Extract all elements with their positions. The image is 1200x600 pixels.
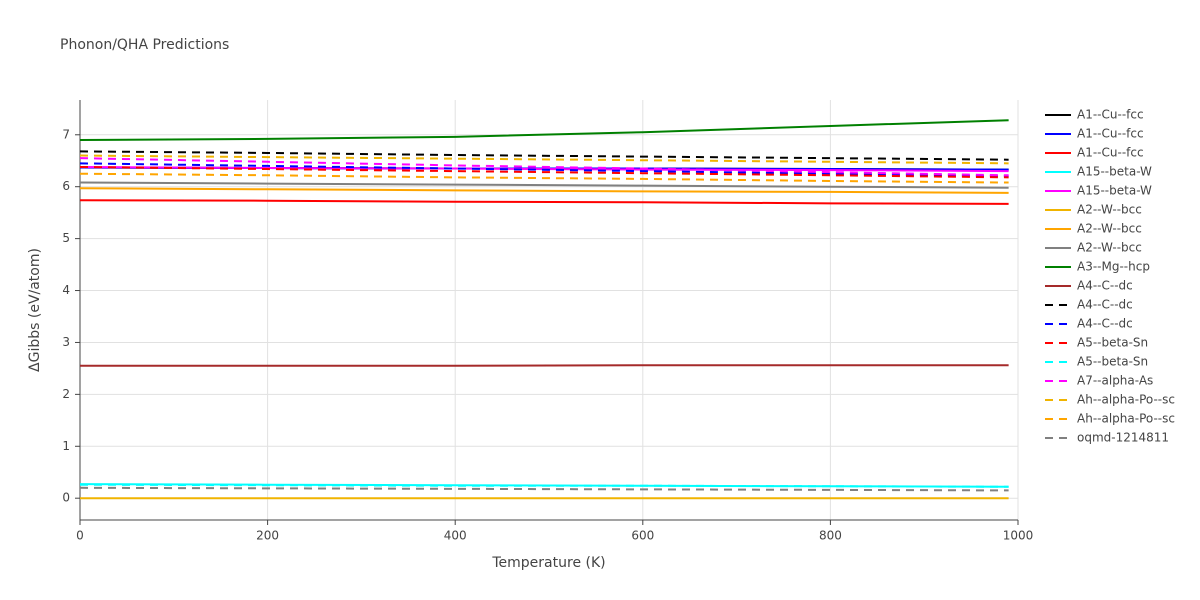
x-tick-label: 400 — [444, 529, 467, 543]
series-line — [79, 119, 1009, 141]
legend-label: A2--W--bcc — [1077, 241, 1142, 255]
x-tick-label: 800 — [819, 529, 842, 543]
legend-label: A4--C--dc — [1077, 317, 1133, 331]
x-tick-label: 1000 — [1003, 529, 1034, 543]
legend-label: A15--beta-W — [1077, 165, 1152, 179]
legend-label: A1--Cu--fcc — [1077, 108, 1144, 122]
series-line — [79, 486, 1009, 492]
series-line — [80, 364, 1009, 367]
legend-label: A7--alpha-As — [1077, 374, 1153, 388]
series-line — [79, 157, 1009, 177]
legend-label: A1--Cu--fcc — [1077, 146, 1144, 160]
y-tick-label: 1 — [62, 439, 70, 453]
legend-label: A5--beta-Sn — [1077, 355, 1148, 369]
x-tick-label: 600 — [631, 529, 654, 543]
legend-label: Ah--alpha-Po--sc — [1077, 412, 1175, 426]
y-tick-label: 6 — [62, 179, 70, 193]
y-tick-label: 0 — [62, 491, 70, 505]
chart-title: Phonon/QHA Predictions — [60, 37, 229, 53]
legend-label: A2--W--bcc — [1077, 222, 1142, 236]
legend-label: A5--beta-Sn — [1077, 336, 1148, 350]
x-tick-label: 200 — [256, 529, 279, 543]
y-tick-label: 2 — [62, 387, 70, 401]
series-line — [79, 165, 1009, 179]
x-axis-title: Temperature (K) — [491, 555, 605, 571]
y-axis-title: ΔGibbs (eV/atom) — [27, 248, 43, 372]
legend-label: Ah--alpha-Po--sc — [1077, 393, 1175, 407]
y-tick-label: 5 — [62, 231, 70, 245]
series-line — [79, 154, 1009, 165]
legend-label: A2--W--bcc — [1077, 203, 1142, 217]
series-line — [79, 162, 1009, 178]
y-tick-label: 4 — [62, 283, 70, 297]
legend-label: A15--beta-W — [1077, 184, 1152, 198]
x-tick-label: 0 — [76, 529, 84, 543]
legend-label: oqmd-1214811 — [1077, 431, 1169, 445]
legend-label: A4--C--dc — [1077, 279, 1133, 293]
series-line — [79, 187, 1009, 194]
series-line — [79, 199, 1009, 205]
series-line — [79, 172, 1009, 184]
legend-label: A1--Cu--fcc — [1077, 127, 1144, 141]
legend-label: A3--Mg--hcp — [1077, 260, 1150, 274]
y-tick-label: 3 — [62, 335, 70, 349]
series-line — [79, 150, 1009, 161]
y-tick-label: 7 — [62, 127, 70, 141]
series-line — [79, 483, 1009, 488]
legend-label: A4--C--dc — [1077, 298, 1133, 312]
series-line — [79, 181, 1009, 189]
